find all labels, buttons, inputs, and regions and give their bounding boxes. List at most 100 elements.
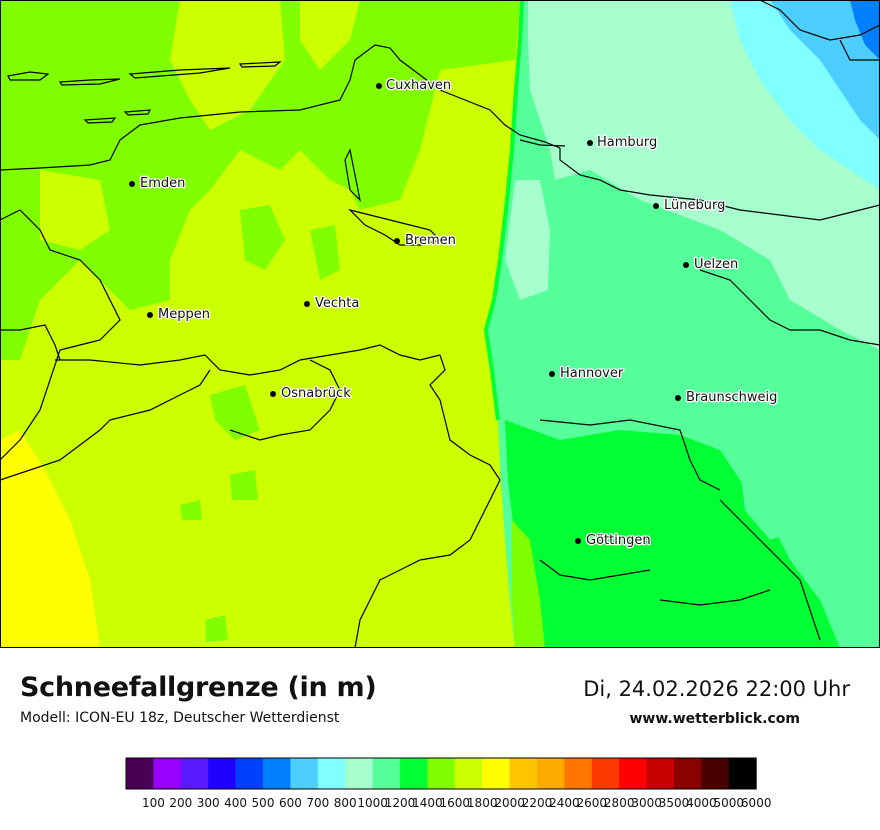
legend-swatch: [290, 758, 319, 789]
legend-swatch: [454, 758, 483, 789]
legend-tick-label: 1200: [385, 796, 416, 810]
field-1600-patch-4: [230, 470, 258, 500]
legend-swatch: [728, 758, 757, 789]
city-cuxhaven: Cuxhaven: [376, 77, 452, 94]
legend-tick-label: 2200: [522, 796, 553, 810]
legend-swatch: [235, 758, 264, 789]
model-credit: Modell: ICON-EU 18z, Deutscher Wetterdie…: [20, 710, 340, 726]
legend-tick-label: 200: [169, 796, 192, 810]
city-label-meppen: Meppen: [158, 307, 210, 322]
city-hannover: Hannover: [549, 365, 625, 382]
legend-swatch: [208, 758, 236, 789]
city-label-cuxhaven: Cuxhaven: [386, 78, 451, 93]
legend-tick-label: 400: [224, 796, 247, 810]
field-1600-patch-1: [240, 205, 285, 270]
legend-swatch: [509, 758, 538, 789]
legend-swatch: [564, 758, 593, 789]
legend-swatch: [427, 758, 456, 789]
field-2000-b: [6, 500, 20, 530]
legend-swatch: [317, 758, 346, 789]
city-marker: [147, 312, 153, 318]
city-label-emden: Emden: [140, 176, 185, 191]
field-1200-c: [740, 470, 800, 540]
legend-tick-label: 2600: [577, 796, 608, 810]
legend-tick-label: 5000: [714, 796, 745, 810]
city-marker: [304, 301, 310, 307]
legend-swatch: [591, 758, 620, 789]
field-2000: [0, 430, 100, 648]
city-vechta: Vechta: [304, 295, 361, 312]
field-1000-b: [505, 180, 550, 300]
city-label-vechta: Vechta: [315, 296, 359, 311]
legend-labels: 100 200 300 400 500 600 700 800 1000120014001600…: [142, 796, 772, 810]
map-title: Schneefallgrenze (in m): [20, 672, 377, 703]
legend-swatch: [153, 758, 182, 789]
legend-swatch: [482, 758, 510, 789]
city-goettingen: Göttingen: [575, 532, 652, 549]
city-marker: [675, 395, 681, 401]
coastlines-and-borders: [0, 0, 880, 648]
city-marker: [549, 371, 555, 377]
city-marker: [129, 181, 135, 187]
city-marker: [587, 140, 593, 146]
city-label-hamburg: Hamburg: [597, 135, 657, 150]
legend-tick-label: 3500: [659, 796, 690, 810]
city-braunschweig: Braunschweig: [675, 389, 779, 406]
legend-tick-label: 2000: [494, 796, 525, 810]
field-1600-patch-5: [180, 500, 202, 520]
city-label-hannover: Hannover: [560, 366, 624, 381]
legend-tick-label: 700: [306, 796, 329, 810]
legend-tick-label: 2400: [549, 796, 580, 810]
legend-frame: [125, 757, 757, 790]
legend-swatch: [372, 758, 401, 789]
city-bremen: Bremen: [394, 232, 457, 249]
website-credit: www.wetterblick.com: [629, 711, 801, 727]
city-label-braunschweig: Braunschweig: [686, 390, 777, 405]
legend-tick-label: 100: [142, 796, 165, 810]
field-1800-hole-3: [300, 0, 360, 70]
legend-tick-label: 1400: [412, 796, 443, 810]
legend-swatch: [537, 758, 565, 789]
legend-tick-label: 3000: [631, 796, 662, 810]
city-hamburg: Hamburg: [587, 134, 659, 151]
legend-tick-label: 4000: [686, 796, 717, 810]
field-1600-patch-3: [210, 385, 260, 440]
legend-swatch: [400, 758, 428, 789]
field-1600-north: [0, 0, 520, 360]
legend-swatch: [674, 758, 702, 789]
legend-swatches: [125, 757, 757, 790]
legend-swatch: [345, 758, 373, 789]
boundary-green-line: [483, 0, 524, 421]
field-1600-patch-6: [205, 615, 228, 642]
legend-swatch: [646, 758, 675, 789]
legend-tick-label: 1000: [357, 796, 388, 810]
legend-swatch: [263, 758, 291, 789]
legend-tick-label: 600: [279, 796, 302, 810]
field-1400: [505, 420, 840, 648]
legend-swatch: [180, 758, 209, 789]
city-marker: [270, 391, 276, 397]
field-transition: [512, 520, 545, 648]
legend-tick-label: 1600: [440, 796, 471, 810]
field-1800-hole-1: [170, 0, 285, 130]
legend-tick-label: 1800: [467, 796, 498, 810]
legend-tick-label: 2800: [604, 796, 635, 810]
legend-tick-label: 800: [334, 796, 357, 810]
field-1600-patch-2: [310, 225, 340, 280]
field-700: [770, 0, 880, 140]
field-1800-hole-2: [40, 170, 110, 250]
city-label-lueneburg: Lüneburg: [664, 198, 725, 213]
city-emden: Emden: [129, 175, 187, 192]
color-scale-legend: 100 200 300 400 500 600 700 800 1000120014001600…: [125, 757, 772, 810]
snowfall-limit-map: Cuxhaven Hamburg Emden Lüneburg Bremen U…: [0, 0, 880, 648]
legend-tick-label: 500: [252, 796, 275, 810]
city-lueneburg: Lüneburg: [653, 197, 727, 214]
city-marker: [376, 83, 382, 89]
city-marker: [394, 238, 400, 244]
city-marker: [653, 203, 659, 209]
city-marker: [683, 262, 689, 268]
field-600: [850, 0, 880, 60]
city-uelzen: Uelzen: [683, 256, 739, 273]
city-label-osnabrueck: Osnabrück: [281, 386, 351, 401]
city-osnabrueck: Osnabrück: [270, 385, 352, 402]
